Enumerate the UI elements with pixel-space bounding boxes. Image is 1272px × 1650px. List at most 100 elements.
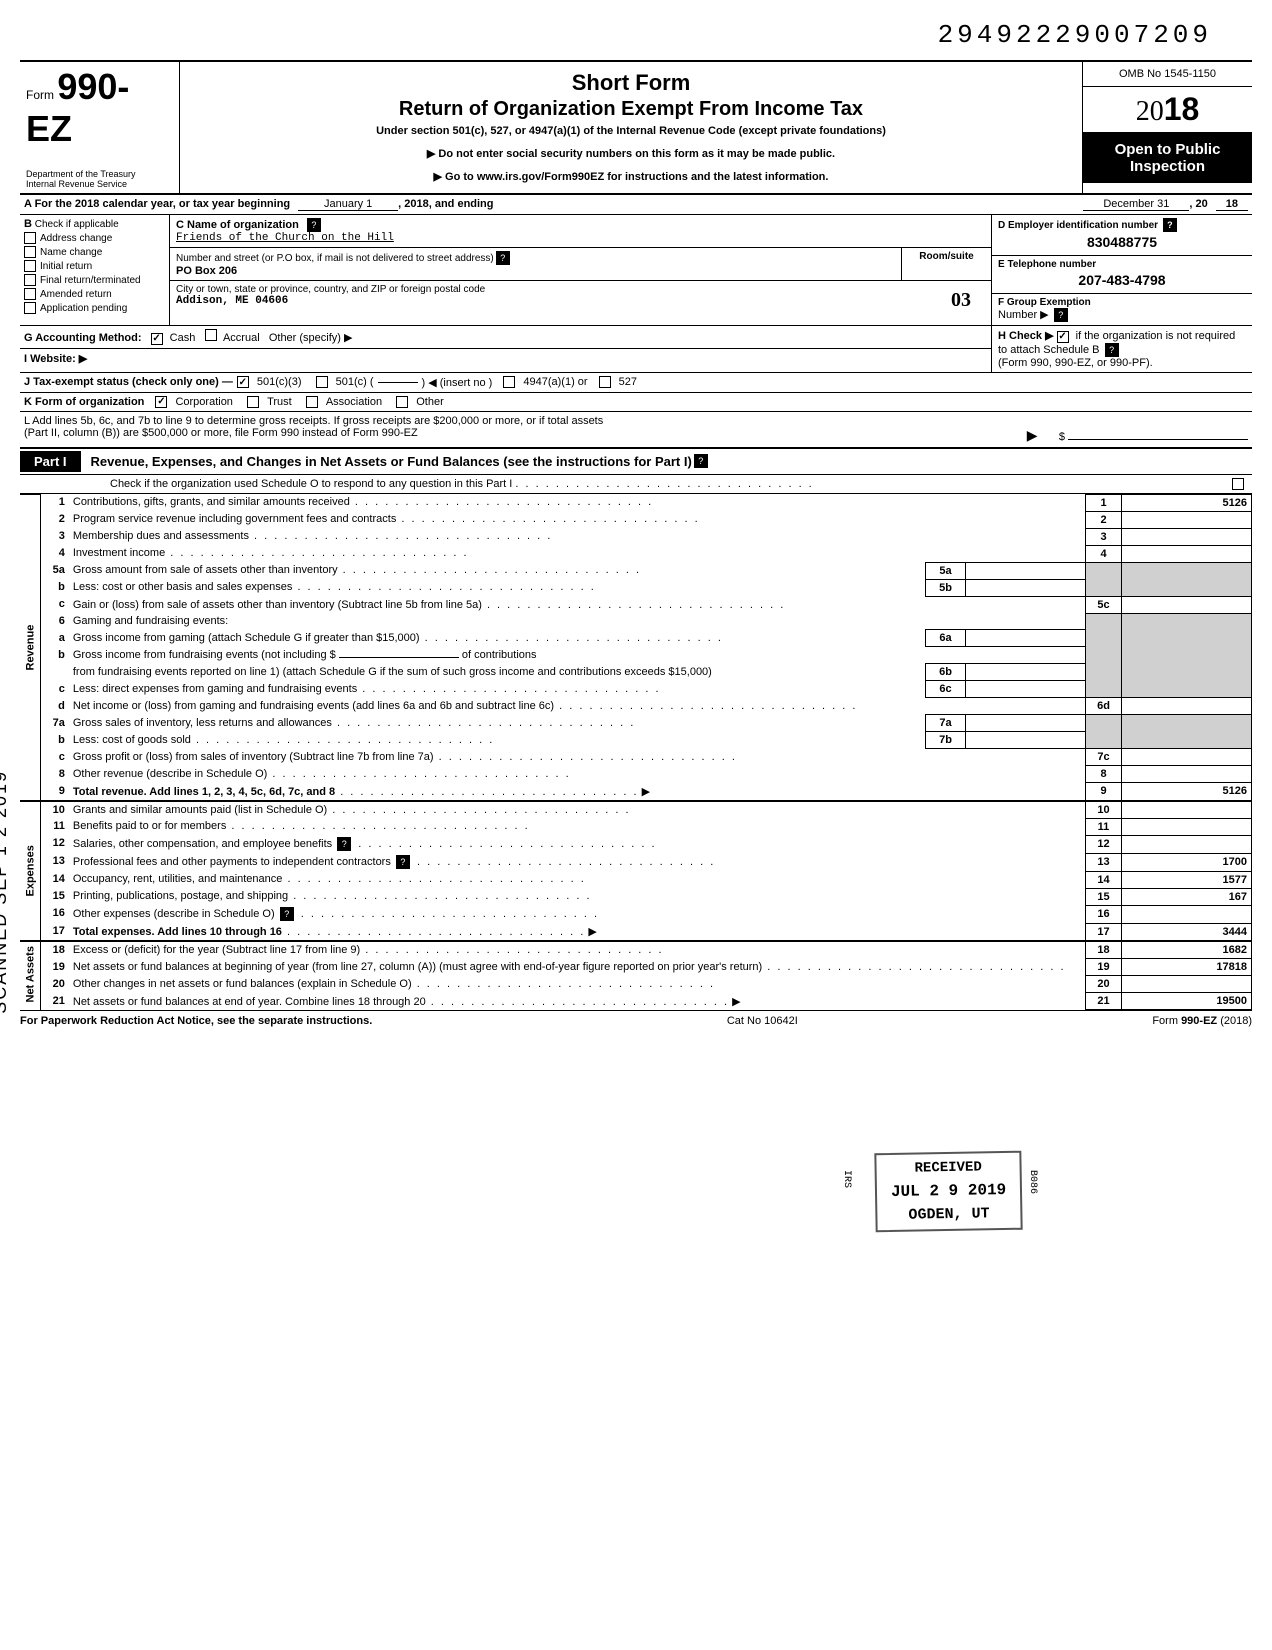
row-a-end: December 31: [1083, 198, 1189, 211]
ghi-left: G Accounting Method: ✓ Cash Accrual Othe…: [20, 326, 992, 372]
stamp-irs: IRS: [841, 1170, 852, 1188]
checkbox-4947[interactable]: [503, 376, 515, 388]
f-label2: Number ▶: [998, 309, 1049, 321]
checkbox-schedule-o[interactable]: [1232, 478, 1244, 490]
net-assets-sidebar: Net Assets: [20, 941, 41, 1010]
e-phone-row: E Telephone number 207-483-4798: [992, 256, 1252, 294]
stamp-received-text: RECEIVED: [890, 1159, 1005, 1177]
j-label: J Tax-exempt status (check only one) —: [24, 376, 233, 388]
part-i-table: Revenue 1 Contributions, gifts, grants, …: [20, 494, 1252, 1011]
checkbox-initial-return[interactable]: Initial return: [24, 260, 165, 272]
c-street-row: Number and street (or P.O box, if mail i…: [170, 248, 991, 281]
form-directive-2: ▶ Go to www.irs.gov/Form990EZ for instru…: [190, 170, 1072, 183]
g-label: G Accounting Method:: [24, 332, 142, 344]
form-title-long: Return of Organization Exempt From Incom…: [190, 98, 1072, 121]
checkbox-501c[interactable]: [316, 376, 328, 388]
help-icon[interactable]: ?: [396, 855, 410, 869]
form-directive-1: ▶ Do not enter social security numbers o…: [190, 147, 1072, 160]
line-8-value: [1122, 766, 1252, 783]
help-icon[interactable]: ?: [337, 837, 351, 851]
checkbox-final-return[interactable]: Final return/terminated: [24, 274, 165, 286]
checkbox-accrual[interactable]: [205, 329, 217, 341]
row-a-tax-year: A For the 2018 calendar year, or tax yea…: [20, 195, 1252, 215]
d-label: D Employer identification number: [998, 220, 1158, 231]
c-name-label: C Name of organization: [176, 219, 299, 231]
section-g-h-i: G Accounting Method: ✓ Cash Accrual Othe…: [20, 326, 1252, 373]
line-7b-value: [966, 732, 1086, 749]
checkbox-corporation[interactable]: ✓: [155, 396, 167, 408]
checkbox-name-change[interactable]: Name change: [24, 246, 165, 258]
row-a-mid: , 2018, and ending: [398, 198, 493, 211]
form-header-left: Form 990-EZ Department of the Treasury I…: [20, 62, 180, 193]
line-2-value: [1122, 511, 1252, 528]
scanned-stamp: SCANNED SEP 1 2 2019: [0, 770, 11, 1014]
h-text1: H Check ▶: [998, 330, 1054, 342]
checkbox-cash[interactable]: ✓: [151, 333, 163, 345]
form-header-center: Short Form Return of Organization Exempt…: [180, 62, 1082, 193]
column-h: H Check ▶ ✓ if the organization is not r…: [992, 326, 1252, 372]
line-6c-value: [966, 681, 1086, 698]
part-i-title: Revenue, Expenses, and Changes in Net As…: [91, 454, 692, 469]
line-10-value: [1122, 801, 1252, 819]
help-icon[interactable]: ?: [307, 218, 321, 232]
d-ein-row: D Employer identification number ? 83048…: [992, 215, 1252, 256]
checkbox-association[interactable]: [306, 396, 318, 408]
help-icon[interactable]: ?: [1105, 343, 1119, 357]
row-g: G Accounting Method: ✓ Cash Accrual Othe…: [20, 326, 991, 349]
checkbox-address-change[interactable]: Address change: [24, 232, 165, 244]
line-14-value: 1577: [1122, 871, 1252, 888]
column-b: B Check if applicable Address change Nam…: [20, 215, 170, 325]
line-13-value: 1700: [1122, 853, 1252, 871]
line-6d-value: [1122, 698, 1252, 715]
row-a-label: A For the 2018 calendar year, or tax yea…: [24, 198, 290, 211]
help-icon[interactable]: ?: [694, 454, 708, 468]
checkbox-trust[interactable]: [247, 396, 259, 408]
help-icon[interactable]: ?: [1054, 308, 1068, 322]
stamp-location: OGDEN, UT: [891, 1205, 1006, 1224]
year-prefix: 20: [1136, 96, 1164, 127]
l-line1: L Add lines 5b, 6c, and 7b to line 9 to …: [24, 415, 1248, 427]
line-17-value: 3444: [1122, 923, 1252, 941]
i-label: I Website: ▶: [24, 353, 87, 365]
k-label: K Form of organization: [24, 396, 144, 408]
form-title-short: Short Form: [190, 70, 1072, 96]
row-a-tail: , 20: [1189, 198, 1207, 211]
form-number: Form 990-EZ: [26, 66, 173, 150]
line-12-value: [1122, 835, 1252, 853]
checkbox-other-org[interactable]: [396, 396, 408, 408]
help-icon[interactable]: ?: [496, 251, 510, 265]
help-icon[interactable]: ?: [280, 907, 294, 921]
l-arrow: ▶: [1027, 427, 1038, 443]
checkbox-amended-return[interactable]: Amended return: [24, 288, 165, 300]
f-label: F Group Exemption: [998, 297, 1246, 308]
line-1-value: 5126: [1122, 494, 1252, 511]
checkbox-application-pending[interactable]: Application pending: [24, 302, 165, 314]
checkbox-501c3[interactable]: ✓: [237, 376, 249, 388]
checkbox-527[interactable]: [599, 376, 611, 388]
line-6a-value: [966, 630, 1086, 647]
c-street-label: Number and street (or P.O box, if mail i…: [176, 253, 494, 264]
form-prefix: Form: [26, 88, 54, 102]
b-sublabel: Check if applicable: [35, 219, 119, 230]
line-7c-value: [1122, 749, 1252, 766]
line-15-value: 167: [1122, 888, 1252, 905]
e-label: E Telephone number: [998, 259, 1246, 270]
row-j: J Tax-exempt status (check only one) — ✓…: [20, 373, 1252, 393]
l-line2: (Part II, column (B)) are $500,000 or mo…: [24, 427, 418, 444]
row-a-begin: January 1: [298, 198, 398, 211]
footer-right: Form 990-EZ (2018): [1152, 1015, 1252, 1027]
part-i-check: Check if the organization used Schedule …: [20, 475, 1252, 494]
column-c: C Name of organization? Friends of the C…: [170, 215, 992, 325]
form-number-value: 990-EZ: [26, 66, 129, 149]
help-icon[interactable]: ?: [1163, 218, 1177, 232]
stamp-code: B086: [1027, 1170, 1038, 1194]
ein-value: 830488775: [998, 232, 1246, 252]
l-dollar: $: [1059, 431, 1065, 443]
footer-left: For Paperwork Reduction Act Notice, see …: [20, 1015, 372, 1027]
expenses-sidebar: Expenses: [20, 801, 41, 942]
form-header-right: OMB No 1545-1150 2018 Open to Public Ins…: [1082, 62, 1252, 193]
row-k: K Form of organization ✓Corporation Trus…: [20, 393, 1252, 412]
tax-year: 2018: [1083, 87, 1252, 133]
open-to-public-badge: Open to Public Inspection: [1083, 133, 1252, 183]
checkbox-schedule-b[interactable]: ✓: [1057, 331, 1069, 343]
